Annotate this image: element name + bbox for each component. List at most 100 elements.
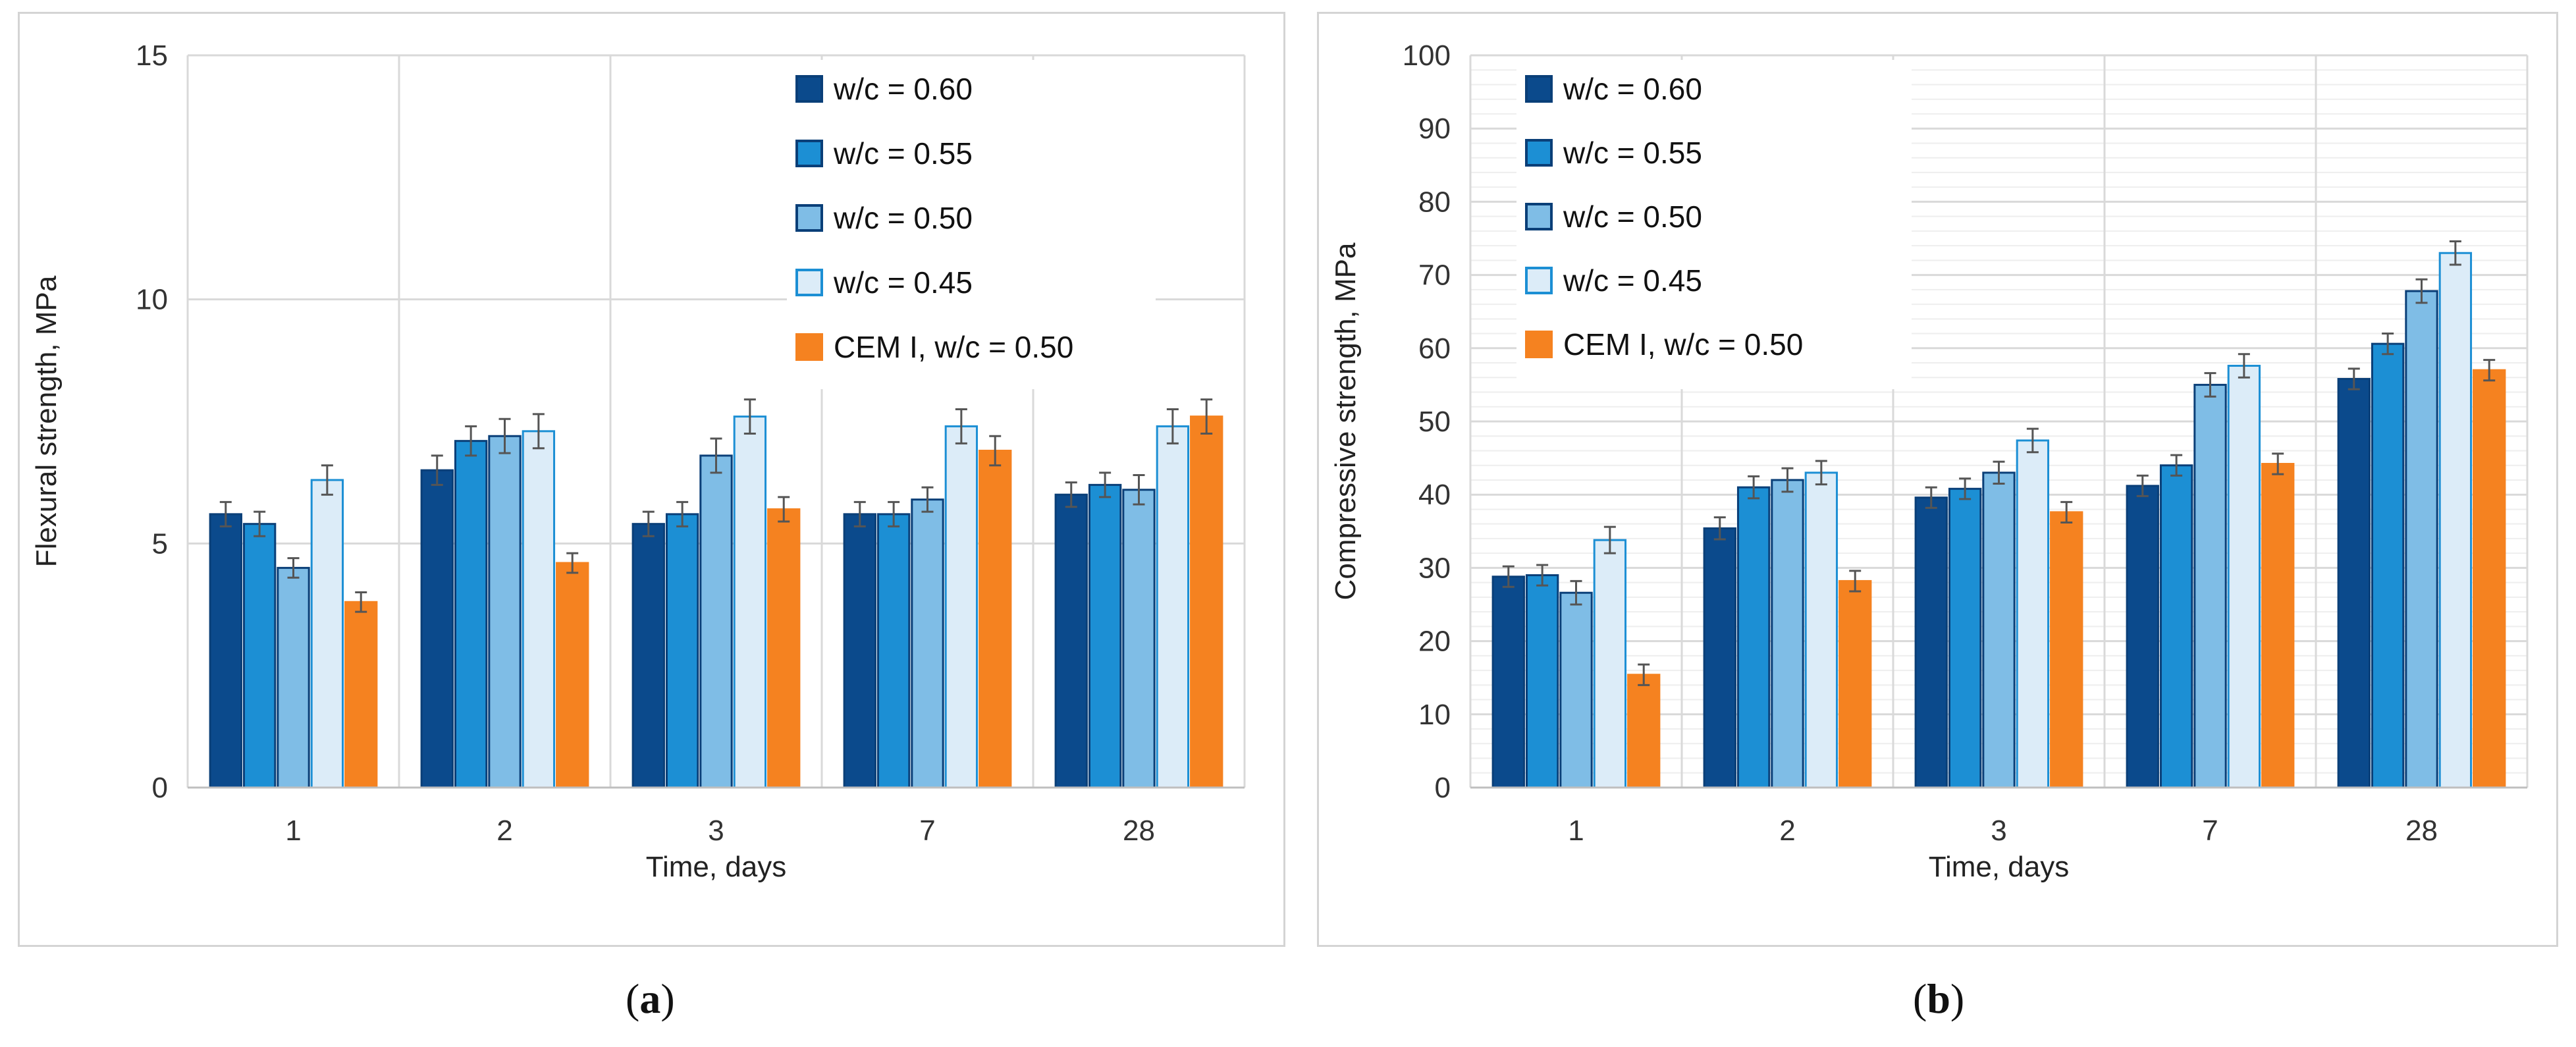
bar-w060-3 <box>631 523 665 789</box>
legend-label-w060: w/c = 0.60 <box>1563 72 1702 106</box>
bar-w050-28 <box>1122 489 1156 789</box>
caption-a: (a) <box>626 975 675 1022</box>
legend-swatch-w060 <box>1525 75 1553 103</box>
bar-w045-28 <box>2438 252 2473 789</box>
x-axis-title: Time, days <box>646 851 787 883</box>
bar-w050-28 <box>2405 290 2438 789</box>
bar-cem-1 <box>344 601 378 789</box>
y-tick-label: 80 <box>1418 186 1451 218</box>
bar-w045-2 <box>1804 471 1838 789</box>
legend-swatch-w055 <box>1525 139 1553 167</box>
y-tick-label: 0 <box>1435 772 1451 804</box>
legend-swatch-w045 <box>795 269 823 296</box>
y-tick-label: 5 <box>152 527 168 560</box>
y-tick-label: 70 <box>1418 259 1451 292</box>
x-tick-label: 28 <box>1123 815 1155 847</box>
legend-label-cem: CEM I, w/c = 0.50 <box>834 330 1073 364</box>
legend-swatch-cem <box>795 333 823 361</box>
y-tick-label: 50 <box>1418 406 1451 438</box>
bar-w055-2 <box>1736 486 1771 789</box>
y-tick-label: 0 <box>152 772 168 804</box>
bar-w050-7 <box>911 498 944 789</box>
bar-w060-7 <box>2126 485 2159 789</box>
x-tick-label: 1 <box>1568 815 1584 847</box>
bar-cem-28 <box>2473 369 2506 789</box>
y-tick-label: 40 <box>1418 479 1451 511</box>
bar-w050-2 <box>1771 479 1804 789</box>
legend-label-w055: w/c = 0.55 <box>1563 136 1702 170</box>
chart-panel-a: 0 5 10 15 1 2 3 7 28 Time, days Flexural strength,… <box>18 12 1285 947</box>
y-tick-label: 90 <box>1418 113 1451 145</box>
bar-w055-1 <box>242 523 277 789</box>
bar-w055-1 <box>1525 574 1559 789</box>
bar-w055-28 <box>2371 342 2405 789</box>
bar-w055-2 <box>454 440 488 789</box>
x-tick-label: 3 <box>708 815 724 847</box>
x-tick-label: 7 <box>2202 815 2218 847</box>
bar-w060-2 <box>420 469 454 789</box>
bar-w045-1 <box>310 479 344 789</box>
legend-swatch-w045 <box>1525 267 1553 294</box>
legend-background <box>1516 60 1912 389</box>
legend-background <box>787 60 1156 389</box>
bar-cem-3 <box>767 508 801 789</box>
legend-swatch-w060 <box>795 75 823 103</box>
flexural-strength-chart: 0 5 10 15 1 2 3 7 28 Time, days Flexural strength,… <box>30 40 1246 883</box>
x-tick-label: 3 <box>1991 815 2006 847</box>
x-tick-label: 28 <box>2405 815 2438 847</box>
y-axis-title: Flexural strength, MPa <box>30 275 63 567</box>
bar-w055-3 <box>1948 487 1982 789</box>
bar-w045-7 <box>944 425 979 789</box>
bar-cem-2 <box>556 562 589 789</box>
x-tick-label: 7 <box>919 815 935 847</box>
bar-cem-7 <box>979 449 1012 789</box>
bar-w055-7 <box>876 513 911 789</box>
y-tick-label: 15 <box>136 40 168 72</box>
y-tick-label: 10 <box>136 284 168 316</box>
bar-w060-1 <box>1491 576 1525 789</box>
bar-w050-7 <box>2193 383 2227 789</box>
bar-w055-3 <box>665 513 699 789</box>
bar-w045-1 <box>1593 539 1627 789</box>
chart-panel-b: 0 10 20 30 40 50 60 70 80 90 100 1 2 3 7 28 Time, days Co… <box>1317 12 2558 947</box>
bar-w060-2 <box>1703 527 1736 789</box>
bar-cem-28 <box>1190 416 1223 789</box>
legend-label-w050: w/c = 0.50 <box>833 201 973 235</box>
y-tick-label: 60 <box>1418 333 1451 365</box>
legend-swatch-w050 <box>1525 203 1553 230</box>
legend-label-w045: w/c = 0.45 <box>833 265 973 300</box>
bar-w045-3 <box>2016 439 2050 789</box>
bar-w050-1 <box>277 566 310 789</box>
bar-w060-3 <box>1914 497 1948 789</box>
bar-cem-1 <box>1627 674 1661 789</box>
bar-w050-1 <box>1559 591 1593 789</box>
legend-label-w060: w/c = 0.60 <box>833 72 973 106</box>
bar-w060-28 <box>2337 378 2371 789</box>
legend-label-w050: w/c = 0.50 <box>1563 200 1702 234</box>
legend-swatch-cem <box>1525 331 1553 358</box>
bar-w055-28 <box>1088 483 1122 789</box>
legend-swatch-w050 <box>795 204 823 232</box>
bar-w050-3 <box>699 454 733 789</box>
bar-w055-7 <box>2159 464 2193 789</box>
bar-w060-7 <box>843 513 876 789</box>
x-tick-label: 2 <box>1779 815 1795 847</box>
bar-cem-7 <box>2261 462 2295 789</box>
bar-w050-2 <box>488 435 522 789</box>
x-tick-label: 1 <box>285 815 301 847</box>
bar-w045-28 <box>1156 425 1190 789</box>
bar-w045-7 <box>2227 364 2261 789</box>
legend-label-cem: CEM I, w/c = 0.50 <box>1563 327 1803 362</box>
y-tick-label: 20 <box>1418 626 1451 658</box>
legend-label-w055: w/c = 0.55 <box>833 136 973 171</box>
bar-w045-2 <box>522 430 556 789</box>
y-axis-title: Compressive strength, MPa <box>1329 242 1362 600</box>
y-tick-label: 100 <box>1403 40 1451 72</box>
bar-cem-2 <box>1838 579 1872 789</box>
bar-w060-1 <box>209 513 242 789</box>
compressive-strength-chart: 0 10 20 30 40 50 60 70 80 90 100 1 2 3 7 28 Time, days Co… <box>1329 40 2529 883</box>
caption-b: (b) <box>1913 975 1965 1022</box>
bar-w045-3 <box>733 416 767 789</box>
x-axis-title: Time, days <box>1929 851 2070 883</box>
x-tick-label: 2 <box>496 815 512 847</box>
